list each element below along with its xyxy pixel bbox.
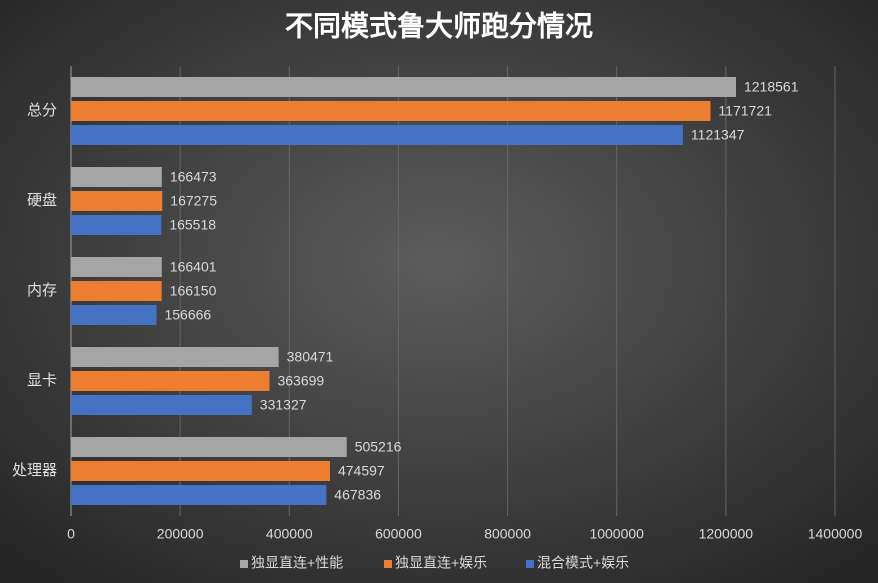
- x-tick-label: 1200000: [699, 526, 754, 542]
- legend-swatch: [384, 560, 392, 568]
- data-label: 166150: [170, 283, 217, 299]
- data-label: 474597: [338, 463, 385, 479]
- bar: [71, 395, 252, 415]
- x-tick-label: 0: [67, 526, 75, 542]
- x-tick-label: 400000: [266, 526, 313, 542]
- bar: [71, 77, 736, 97]
- bar: [71, 485, 327, 505]
- bar: [71, 305, 157, 325]
- y-tick-label: 内存: [27, 282, 57, 299]
- bar: [71, 281, 162, 301]
- y-tick-label: 总分: [27, 102, 57, 119]
- data-label: 331327: [260, 397, 307, 413]
- data-label: 165518: [169, 217, 216, 233]
- data-label: 1171721: [718, 103, 772, 119]
- x-tick-label: 200000: [157, 526, 204, 542]
- bar: [71, 347, 279, 367]
- data-label: 363699: [277, 373, 324, 389]
- data-label: 167275: [170, 193, 217, 209]
- y-tick-label: 硬盘: [27, 191, 57, 209]
- y-tick-label: 显卡: [27, 372, 57, 389]
- bar: [71, 215, 162, 235]
- bar: [71, 167, 162, 187]
- data-label: 505216: [355, 439, 402, 455]
- data-label: 1121347: [691, 127, 745, 143]
- bar: [71, 461, 330, 481]
- data-label: 380471: [287, 349, 334, 365]
- data-label: 166401: [170, 259, 217, 275]
- bar: [71, 191, 163, 211]
- legend-label: 混合模式+娱乐: [537, 555, 629, 571]
- x-tick-label: 600000: [375, 526, 422, 542]
- legend-label: 独显直连+性能: [251, 555, 343, 571]
- data-label: 156666: [164, 307, 211, 323]
- chart-title: 不同模式鲁大师跑分情况: [285, 10, 593, 41]
- legend-label: 独显直连+娱乐: [395, 555, 487, 571]
- legend-swatch: [526, 560, 534, 568]
- bar: [71, 257, 162, 277]
- x-tick-label: 800000: [484, 526, 531, 542]
- bar: [71, 371, 270, 391]
- legend-swatch: [240, 560, 248, 568]
- data-label: 166473: [170, 169, 217, 185]
- y-tick-label: 处理器: [12, 462, 57, 479]
- bar: [71, 437, 347, 457]
- data-label: 1218561: [744, 79, 799, 95]
- bar: [71, 101, 711, 121]
- bar: [71, 125, 683, 145]
- data-label: 467836: [334, 487, 381, 503]
- x-tick-label: 1400000: [808, 526, 863, 542]
- x-tick-label: 1000000: [589, 526, 644, 542]
